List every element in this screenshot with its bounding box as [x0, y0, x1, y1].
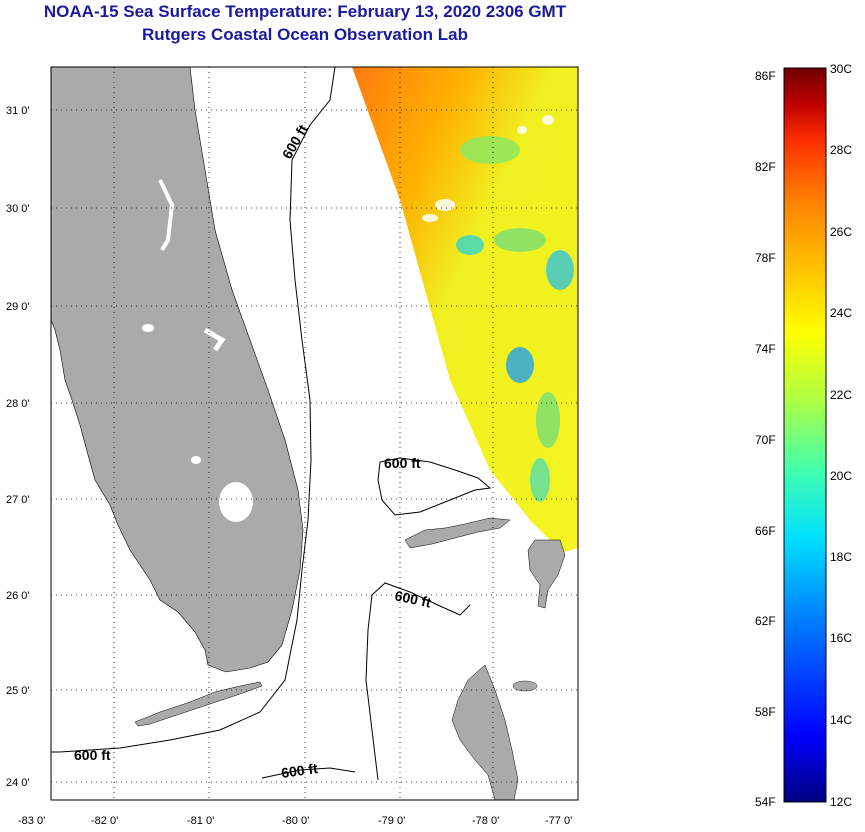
fahrenheit-label: 70F: [755, 433, 776, 447]
lon-label: -81 0': [187, 815, 214, 827]
celsius-label: 22C: [830, 388, 852, 402]
isobath-label-south: 600 ft: [280, 760, 319, 781]
map-frame: [50, 66, 579, 801]
isobath-label-bahama: 600 ft: [384, 455, 421, 471]
fahrenheit-label: 78F: [755, 251, 776, 265]
andros-island: [451, 664, 519, 800]
lat-label: 25 0': [6, 685, 30, 697]
lat-label: 30 0': [6, 203, 30, 215]
lon-label: -83 0': [18, 815, 45, 827]
fahrenheit-label: 86F: [755, 69, 776, 83]
fahrenheit-label: 58F: [755, 705, 776, 719]
lat-label: 27 0': [6, 494, 30, 506]
lat-label: 29 0': [6, 301, 30, 313]
fahrenheit-label: 74F: [755, 342, 776, 356]
isobath-600ft-florida: [51, 67, 336, 753]
longitude-axis: -83 0' -82 0' -81 0' -80 0' -79 0' -78 0…: [18, 815, 572, 827]
fahrenheit-label: 54F: [755, 795, 776, 809]
central-lakes: [203, 327, 226, 352]
abaco: [527, 539, 566, 609]
map-grid: [51, 67, 578, 800]
celsius-label: 20C: [830, 469, 852, 483]
lon-label: -80 0': [282, 815, 309, 827]
isobath-label-keys: 600 ft: [74, 747, 111, 763]
fahrenheit-label: 82F: [755, 160, 776, 174]
celsius-label: 30C: [830, 62, 852, 76]
sst-swath: [352, 67, 578, 552]
sst-cool-patches: [422, 115, 574, 502]
grand-bahama: [404, 517, 511, 549]
lat-label: 24 0': [6, 777, 30, 789]
isobath-label-tongue: 600 ft: [393, 587, 432, 610]
lon-label: -79 0': [378, 815, 405, 827]
colorbar-celsius-labels: 30C 28C 26C 24C 22C 20C 18C 16C 14C 12C: [830, 62, 852, 809]
lat-label: 28 0': [6, 398, 30, 410]
lat-label: 31 0': [6, 105, 30, 117]
colorbar-fahrenheit-labels: 86F 82F 78F 74F 70F 66F 62F 58F 54F: [755, 69, 776, 809]
lon-label: -78 0': [472, 815, 499, 827]
celsius-label: 26C: [830, 225, 852, 239]
lon-label: -77 0': [545, 815, 572, 827]
latitude-axis: 31 0' 30 0' 29 0' 28 0' 27 0' 26 0' 25 0…: [6, 105, 30, 789]
celsius-label: 28C: [830, 143, 852, 157]
florida-keys: [134, 681, 263, 727]
celsius-label: 12C: [830, 795, 852, 809]
celsius-label: 24C: [830, 306, 852, 320]
isobath-600ft-bahama-bank: [377, 457, 492, 516]
fahrenheit-label: 66F: [755, 524, 776, 538]
temperature-colorbar: [783, 67, 827, 803]
isobath-600ft-tongue: [365, 582, 471, 781]
lon-label: -82 0': [91, 815, 118, 827]
lake-okeechobee: [219, 482, 253, 522]
lat-label: 26 0': [6, 590, 30, 602]
map-subtitle: Rutgers Coastal Ocean Observation Lab: [142, 25, 468, 44]
celsius-label: 16C: [830, 631, 852, 645]
new-providence: [512, 680, 538, 692]
central-lake-2: [142, 324, 154, 332]
central-lake-3: [191, 456, 201, 464]
celsius-label: 14C: [830, 713, 852, 727]
isobath-600ft-south: [261, 767, 356, 779]
celsius-label: 18C: [830, 550, 852, 564]
map-title: NOAA-15 Sea Surface Temperature: Februar…: [43, 2, 567, 21]
st-johns-river: [158, 179, 175, 252]
fahrenheit-label: 62F: [755, 614, 776, 628]
